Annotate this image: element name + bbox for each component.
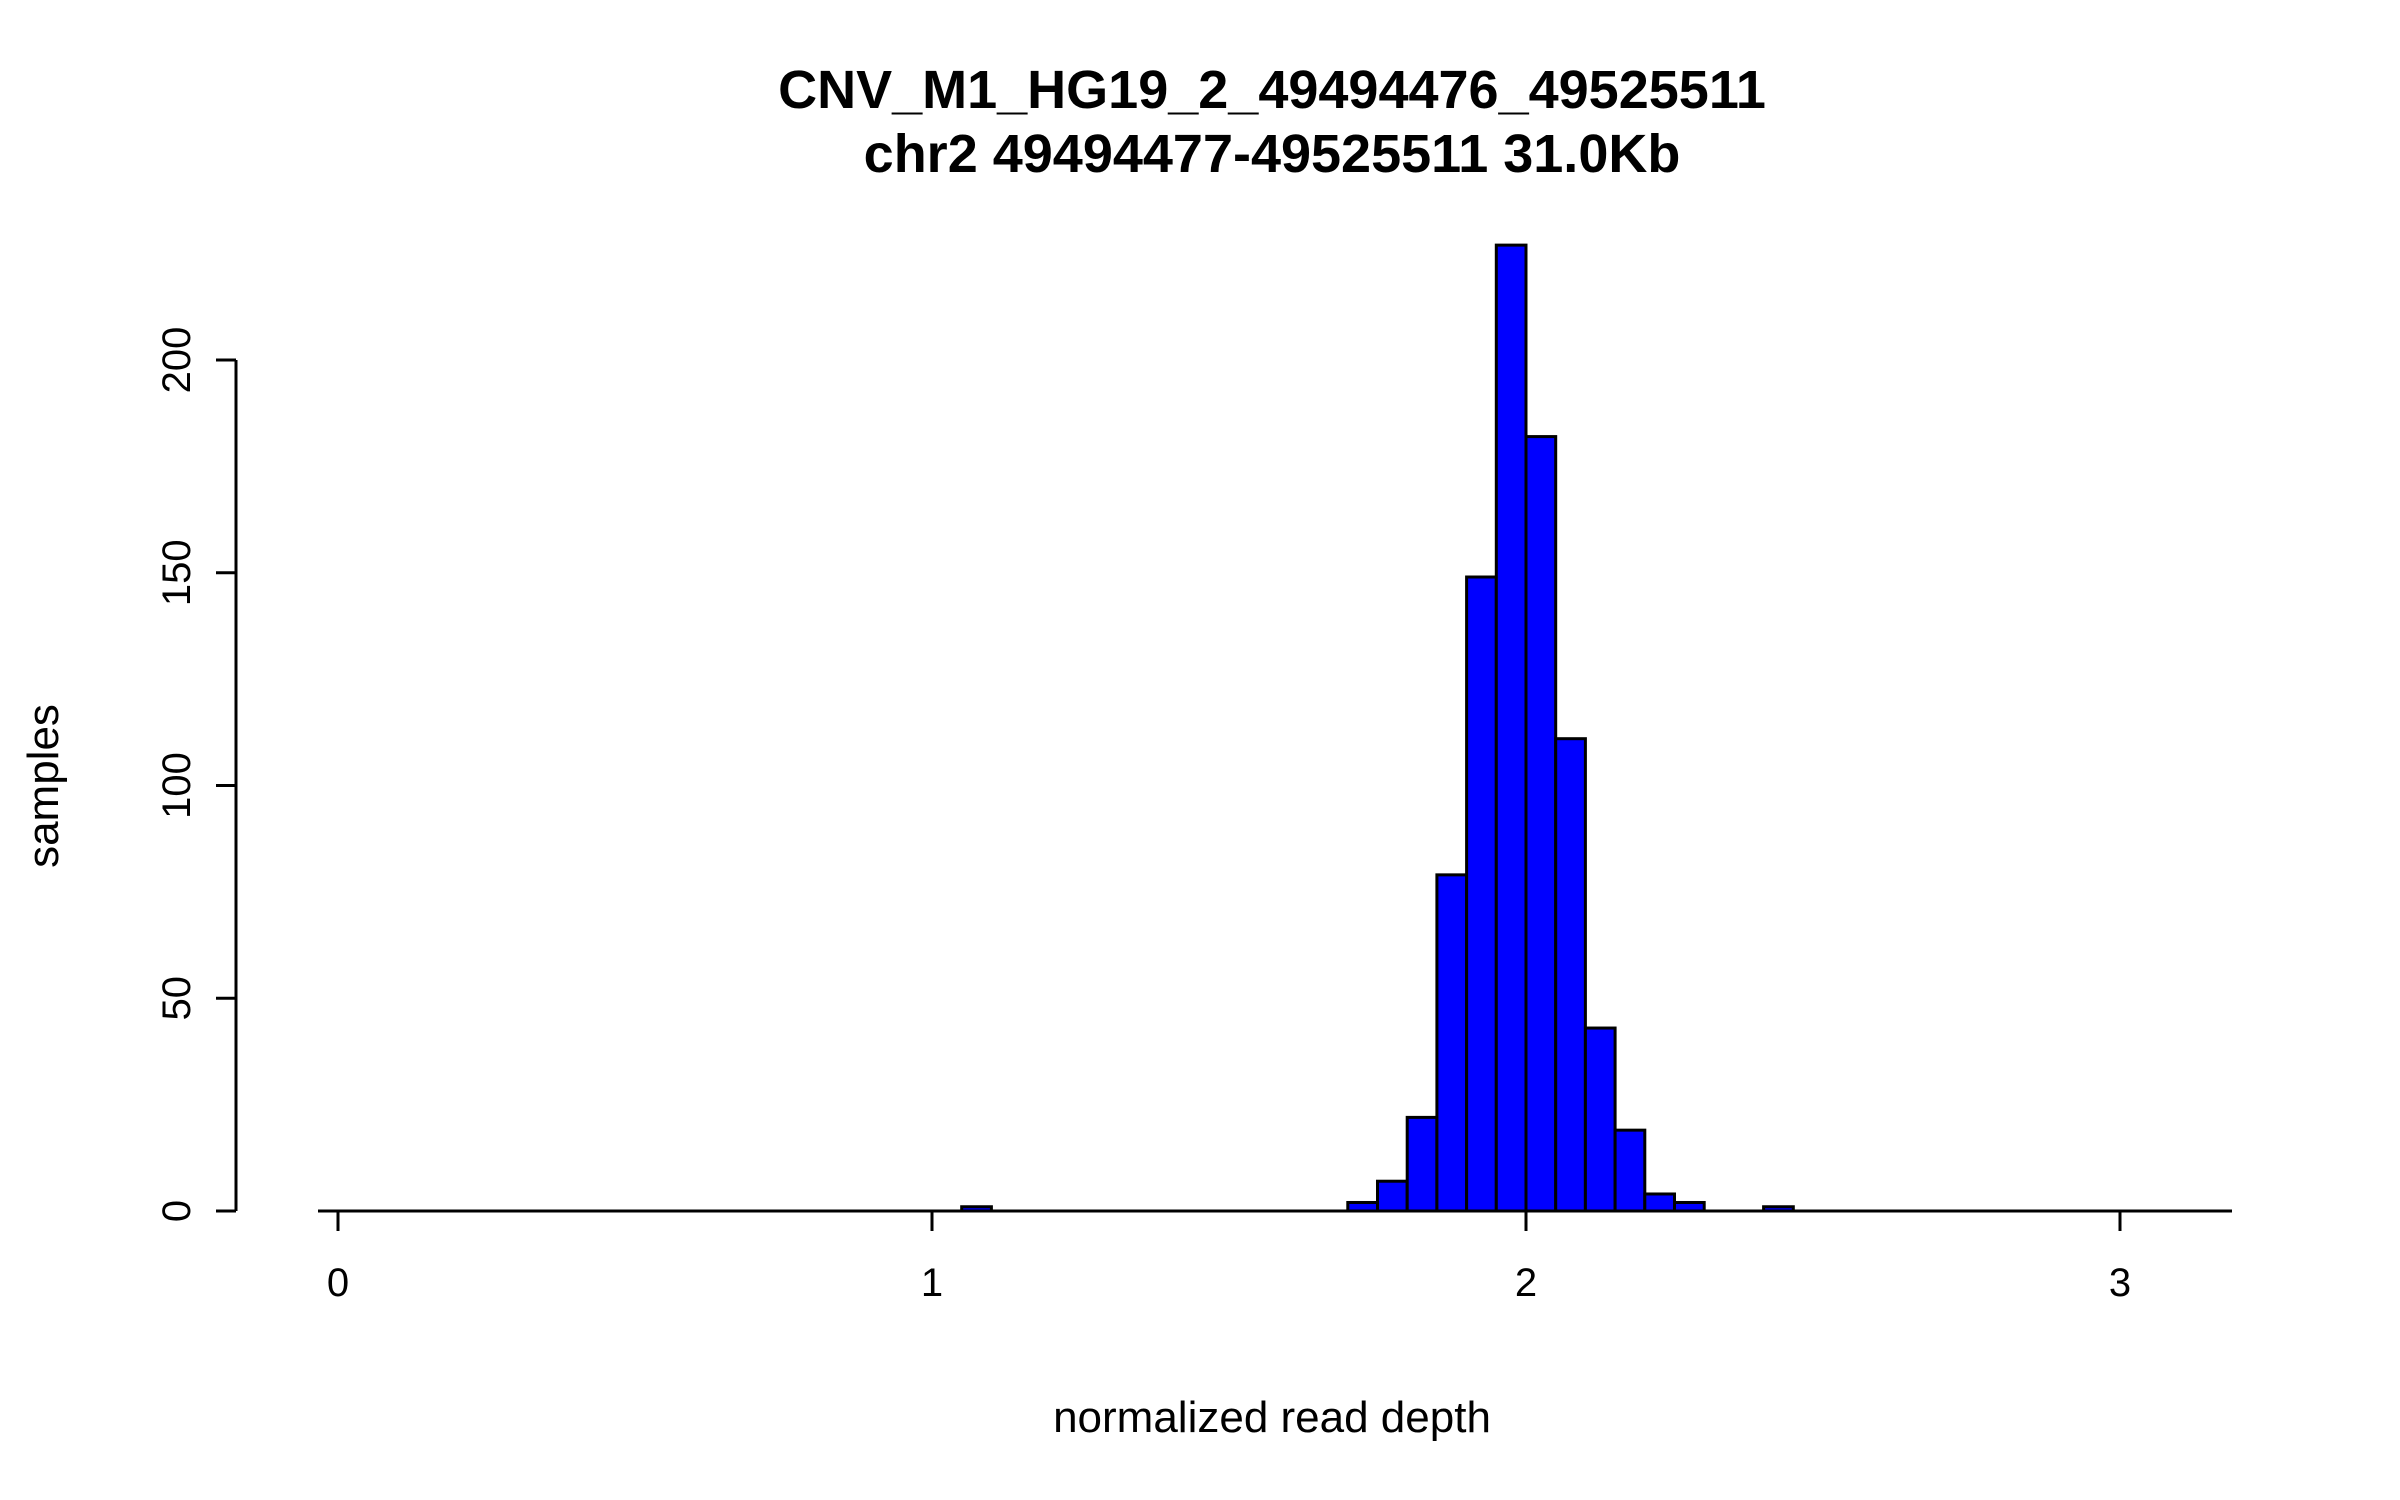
histogram-bar	[1583, 1026, 1617, 1213]
x-tick-label: 0	[327, 1261, 349, 1305]
histogram-bars	[960, 243, 1795, 1213]
x-tick-label: 3	[2109, 1261, 2131, 1305]
y-tick-label: 0	[155, 1200, 199, 1222]
histogram-bar	[1465, 575, 1498, 1213]
x-axis-ticks: 0 1 2 3	[327, 1211, 2131, 1305]
histogram-bar	[1494, 243, 1528, 1213]
y-axis-title: samples	[19, 704, 68, 868]
histogram-bar	[1435, 873, 1469, 1213]
histogram-bar	[1376, 1179, 1409, 1213]
histogram-bar	[1643, 1192, 1677, 1213]
y-tick-label: 200	[155, 327, 199, 394]
histogram-bar	[1524, 435, 1558, 1213]
chart-subtitle: chr2 49494477-49525511 31.0Kb	[864, 124, 1681, 184]
y-axis-ticks: 0 50 100 150 200	[155, 327, 236, 1222]
histogram-bar	[1405, 1115, 1439, 1213]
x-axis-title: normalized read depth	[1053, 1393, 1491, 1442]
y-tick-label: 100	[155, 752, 199, 819]
chart-title: CNV_M1_HG19_2_49494476_49525511	[778, 60, 1766, 120]
x-tick-label: 2	[1515, 1261, 1537, 1305]
y-tick-label: 50	[155, 976, 199, 1021]
y-tick-label: 150	[155, 539, 199, 606]
x-tick-label: 1	[921, 1261, 943, 1305]
histogram-bar	[1613, 1128, 1647, 1213]
histogram-bar	[1554, 737, 1587, 1213]
